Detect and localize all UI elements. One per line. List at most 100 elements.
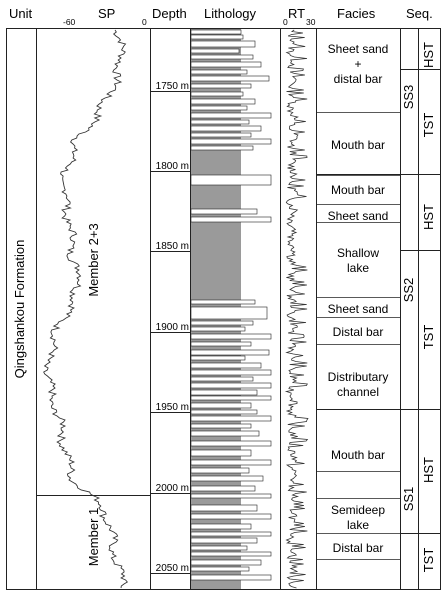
depth-header: Depth — [152, 6, 187, 21]
sandstone-bed — [190, 125, 262, 132]
sandstone-bed — [190, 48, 240, 54]
unit-header: Unit — [9, 6, 33, 21]
sandstone-bed — [190, 485, 256, 492]
sequence-boundaries — [316, 69, 441, 534]
sandstone-bed — [190, 320, 254, 326]
sandstone-bed — [190, 83, 252, 89]
facies-mouth-bar-3: Mouth bar — [330, 448, 386, 462]
depth-label-1900: 1900 m — [155, 322, 189, 333]
sandstone-bed — [190, 54, 254, 60]
sandstone-bed — [190, 402, 252, 409]
sandstone-bed — [190, 355, 246, 361]
sandstone-bed — [190, 349, 270, 356]
sandstone-bed — [190, 145, 254, 151]
depth-label-2000: 2000 m — [155, 483, 189, 494]
sandstone-bed — [190, 216, 272, 223]
depth-label-2050: 2050 m — [155, 563, 189, 574]
sandstone-bed — [190, 376, 254, 382]
sandstone-bed — [190, 40, 256, 48]
sandstone-bed — [190, 440, 272, 447]
sp-header: SP — [98, 6, 116, 21]
facies-sheet-sand-1: Sheet sand — [327, 209, 389, 223]
sandstone-bed — [190, 551, 272, 557]
rt-log-curve — [284, 29, 309, 589]
depth-label-1800: 1800 m — [155, 161, 189, 172]
sandstone-bed — [190, 504, 258, 512]
sandstone-bed — [190, 459, 272, 466]
facies-distributary-channel: Distributary channel — [327, 370, 389, 399]
sandstone-bed — [190, 91, 244, 97]
sandstone-bed — [190, 409, 258, 415]
sandstone-bed — [190, 513, 272, 520]
seq-header: Seq. — [406, 6, 433, 21]
sandstone-bed — [190, 382, 272, 389]
sandstone-bed — [190, 449, 252, 457]
sandstone-bed — [190, 208, 258, 215]
sandstone-bed — [190, 523, 252, 530]
sandstone-bed — [190, 531, 272, 537]
sandstone-bed — [190, 574, 272, 581]
rt-scale-min: 0 — [283, 17, 288, 27]
lithology-header: Lithology — [204, 6, 257, 21]
depth-label-1750: 1750 m — [155, 81, 189, 92]
facies-mouth-bar-2: Mouth bar — [330, 183, 386, 197]
sandstone-bed — [190, 61, 262, 68]
sandstone-bed — [190, 415, 272, 422]
sandstone-bed — [190, 341, 252, 347]
sandstone-bed — [190, 566, 250, 572]
sp-scale-min: -60 — [63, 17, 76, 27]
member-1-label: Member 1 — [86, 507, 101, 567]
tract-hst-1: HST — [421, 42, 436, 68]
rt-header: RT — [288, 6, 306, 21]
sandstone-bed — [190, 559, 262, 566]
member-2-3-label: Member 2+3 — [86, 223, 101, 297]
sandstone-bed — [190, 69, 248, 75]
facies-mouth-bar-1: Mouth bar — [330, 138, 386, 152]
facies-shallow-lake: Shallow lake — [336, 246, 380, 275]
sandstone-bed — [190, 119, 250, 125]
column-frame — [6, 28, 441, 590]
sandstone-bed — [190, 545, 248, 551]
sandstone-bed — [190, 493, 272, 499]
sequence-ss2: SS2 — [401, 277, 416, 303]
facies-sheet-sand-distal-bar: Sheet sand + distal bar — [327, 42, 389, 86]
sandstone-bed — [190, 537, 258, 544]
sandstone-bed — [190, 138, 272, 145]
sandstone-bed — [190, 475, 264, 482]
rt-scale-max: 30 — [306, 17, 316, 27]
sandstone-bed — [190, 362, 262, 369]
sandstone-bed — [190, 112, 272, 119]
sandstone-bed — [190, 34, 244, 40]
facies-header: Facies — [337, 6, 376, 21]
sandstone-bed — [190, 98, 256, 105]
tract-tst-3: TST — [421, 547, 436, 573]
sandstone-bed — [190, 105, 248, 111]
formation-label: Qingshankou Formation — [12, 239, 27, 379]
tract-hst-2: HST — [421, 204, 436, 230]
facies-sheet-sand-2: Sheet sand — [327, 302, 389, 316]
sequence-ss3: SS3 — [401, 84, 416, 110]
sandstone-bed — [190, 132, 252, 138]
sp-scale-max: 0 — [142, 17, 147, 27]
depth-label-1950: 1950 m — [155, 402, 189, 413]
sandstone-bed — [190, 299, 256, 305]
sp-log-curve — [43, 29, 128, 589]
sequence-ss1: SS1 — [401, 486, 416, 512]
facies-semideep-lake: Semideep lake — [330, 503, 386, 532]
depth-label-1850: 1850 m — [155, 241, 189, 252]
sandstone-bed — [190, 467, 250, 474]
sandstone-bed — [190, 369, 272, 376]
sandstone-bed — [190, 306, 268, 320]
tract-hst-3: HST — [421, 457, 436, 483]
facies-distal-bar-2: Distal bar — [332, 541, 384, 555]
depth-ticks — [150, 91, 190, 574]
sandstone-bed — [190, 430, 260, 437]
facies-distal-bar-1: Distal bar — [332, 325, 384, 339]
sandstone-bed — [190, 423, 252, 429]
sandstone-bed — [190, 333, 272, 340]
sandstone-bed — [190, 75, 270, 82]
sandstone-bed — [190, 389, 258, 396]
sandstone-bed — [190, 29, 242, 35]
sandstone-bed — [190, 326, 246, 332]
